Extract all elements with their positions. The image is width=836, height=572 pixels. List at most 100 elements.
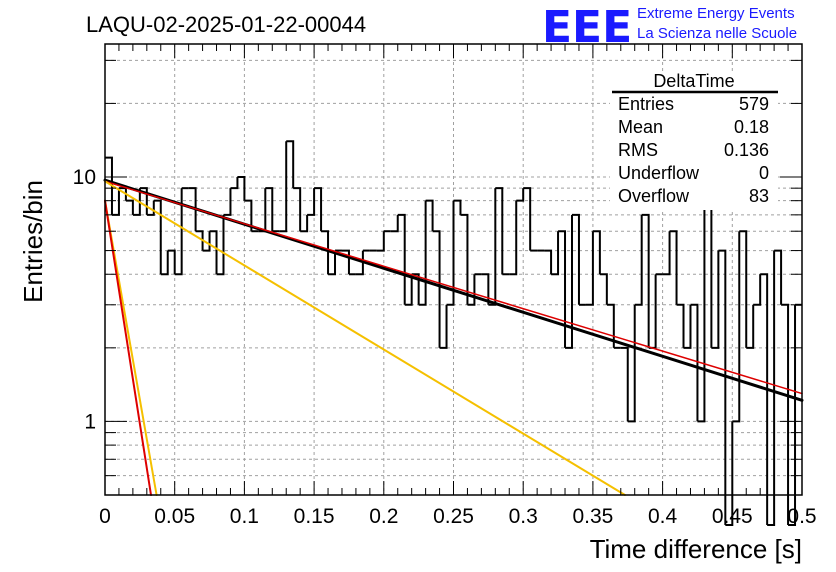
fit-line — [104, 199, 153, 496]
histogram-bin — [746, 304, 755, 349]
histogram-bin — [258, 188, 267, 233]
histogram-bin — [676, 303, 685, 348]
fit-lines — [103, 178, 804, 496]
histogram-bin — [230, 176, 239, 190]
stats-value: 579 — [739, 94, 769, 114]
histogram-bin — [453, 199, 462, 215]
histogram-bin — [662, 231, 671, 276]
histogram-bin — [495, 187, 504, 275]
histogram-bin — [718, 249, 727, 525]
histogram-bin — [111, 188, 120, 216]
histogram-bin — [592, 230, 601, 275]
chart-title: LAQU-02-2025-01-22-00044 — [86, 12, 366, 37]
histogram-bin — [711, 250, 720, 349]
x-tick-label: 0.5 — [787, 505, 816, 528]
histogram-bin — [509, 200, 518, 276]
stats-label: RMS — [618, 140, 658, 160]
stats-title: DeltaTime — [653, 71, 734, 91]
stats-label: Overflow — [618, 186, 690, 206]
x-tick-label: 0.15 — [294, 505, 335, 528]
histogram-bin — [460, 213, 469, 305]
histogram-bin — [279, 141, 288, 233]
stats-value: 0 — [759, 163, 769, 183]
x-tick-label: 0.25 — [433, 505, 474, 528]
histogram-bin — [788, 304, 797, 526]
logo-mark: EEE — [542, 2, 632, 53]
histogram-bin — [132, 188, 141, 216]
histogram-bin — [446, 200, 455, 306]
histogram-bin — [697, 200, 706, 423]
histogram-bin — [683, 304, 692, 349]
histogram-bin — [599, 273, 608, 305]
histogram-bin — [307, 188, 316, 216]
x-tick-label: 0 — [99, 505, 111, 528]
stats-box: DeltaTime Entries 579 Mean 0.18 RMS 0.136 Unde… — [610, 71, 778, 210]
y-tick-label: 10 — [73, 166, 96, 189]
x-tick-labels: 0 0.05 0.1 0.15 0.2 0.25 0.3 0.35 0.4 0.45 0.5 — [99, 505, 816, 528]
histogram-bin — [293, 187, 302, 232]
stats-value: 0.18 — [734, 117, 769, 137]
histogram-bin — [774, 249, 783, 305]
x-tick-label: 0.1 — [230, 505, 259, 528]
x-tick-label: 0.05 — [154, 505, 195, 528]
stats-value: 0.136 — [724, 140, 769, 160]
stats-box-bg — [610, 73, 778, 210]
eee-logo: EEE Extreme Energy Events La Scienza nel… — [542, 2, 797, 53]
stats-value: 83 — [749, 186, 769, 206]
histogram-bin — [781, 303, 790, 525]
histogram-bin — [641, 213, 650, 348]
histogram-bin — [195, 230, 204, 251]
logo-line1: Extreme Energy Events — [637, 5, 795, 22]
histogram-bin — [481, 273, 490, 305]
histogram-bin — [627, 304, 636, 423]
histogram-bin — [411, 273, 420, 305]
histogram-bin — [328, 250, 337, 276]
histogram-bin — [397, 213, 406, 305]
histogram-bin — [565, 214, 573, 349]
histogram-bin — [571, 213, 580, 305]
histogram-bin — [216, 214, 225, 276]
histogram-bin — [690, 303, 699, 422]
fit-line — [104, 180, 803, 395]
histogram-bin — [209, 230, 218, 275]
histogram-bin — [634, 214, 643, 306]
histogram-bin — [321, 230, 330, 275]
histogram-bin — [125, 199, 134, 215]
histogram-bin — [223, 188, 232, 216]
histogram-bin — [237, 175, 246, 201]
histogram-bin — [551, 231, 560, 276]
x-tick-label: 0.3 — [509, 505, 538, 528]
histogram-bin — [265, 187, 274, 232]
histogram-bin — [286, 140, 295, 189]
axis-ticks — [104, 44, 803, 496]
histogram-bin — [467, 274, 476, 306]
histogram-bin — [739, 230, 748, 348]
stats-label: Entries — [618, 94, 674, 114]
histogram-bin — [669, 230, 678, 305]
y-tick-labels: 1 10 — [73, 166, 96, 433]
histogram-bin — [544, 249, 553, 275]
histogram-bin — [432, 230, 441, 348]
logo-line2: La Scienza nelle Scuole — [637, 25, 797, 42]
histogram-bin — [390, 214, 399, 233]
histogram-bin — [167, 249, 176, 275]
histogram-bin — [523, 187, 532, 251]
histogram-bin — [105, 156, 113, 215]
histogram-bin — [439, 304, 448, 349]
histogram-bin — [153, 199, 162, 275]
fit-line — [104, 180, 626, 496]
histogram-bin — [648, 274, 657, 349]
histogram-bin — [425, 199, 434, 232]
histogram-bin — [418, 200, 427, 306]
histogram-bin — [732, 231, 741, 423]
histogram-bin — [488, 188, 497, 306]
histogram-bin — [620, 346, 629, 422]
histogram-bin — [174, 188, 183, 276]
histogram-bin — [314, 187, 323, 232]
histogram-bin — [300, 214, 309, 233]
histogram-bin — [753, 274, 762, 306]
histogram-bin — [558, 230, 567, 348]
histogram-bin — [244, 199, 253, 232]
x-tick-label: 0.35 — [572, 505, 613, 528]
